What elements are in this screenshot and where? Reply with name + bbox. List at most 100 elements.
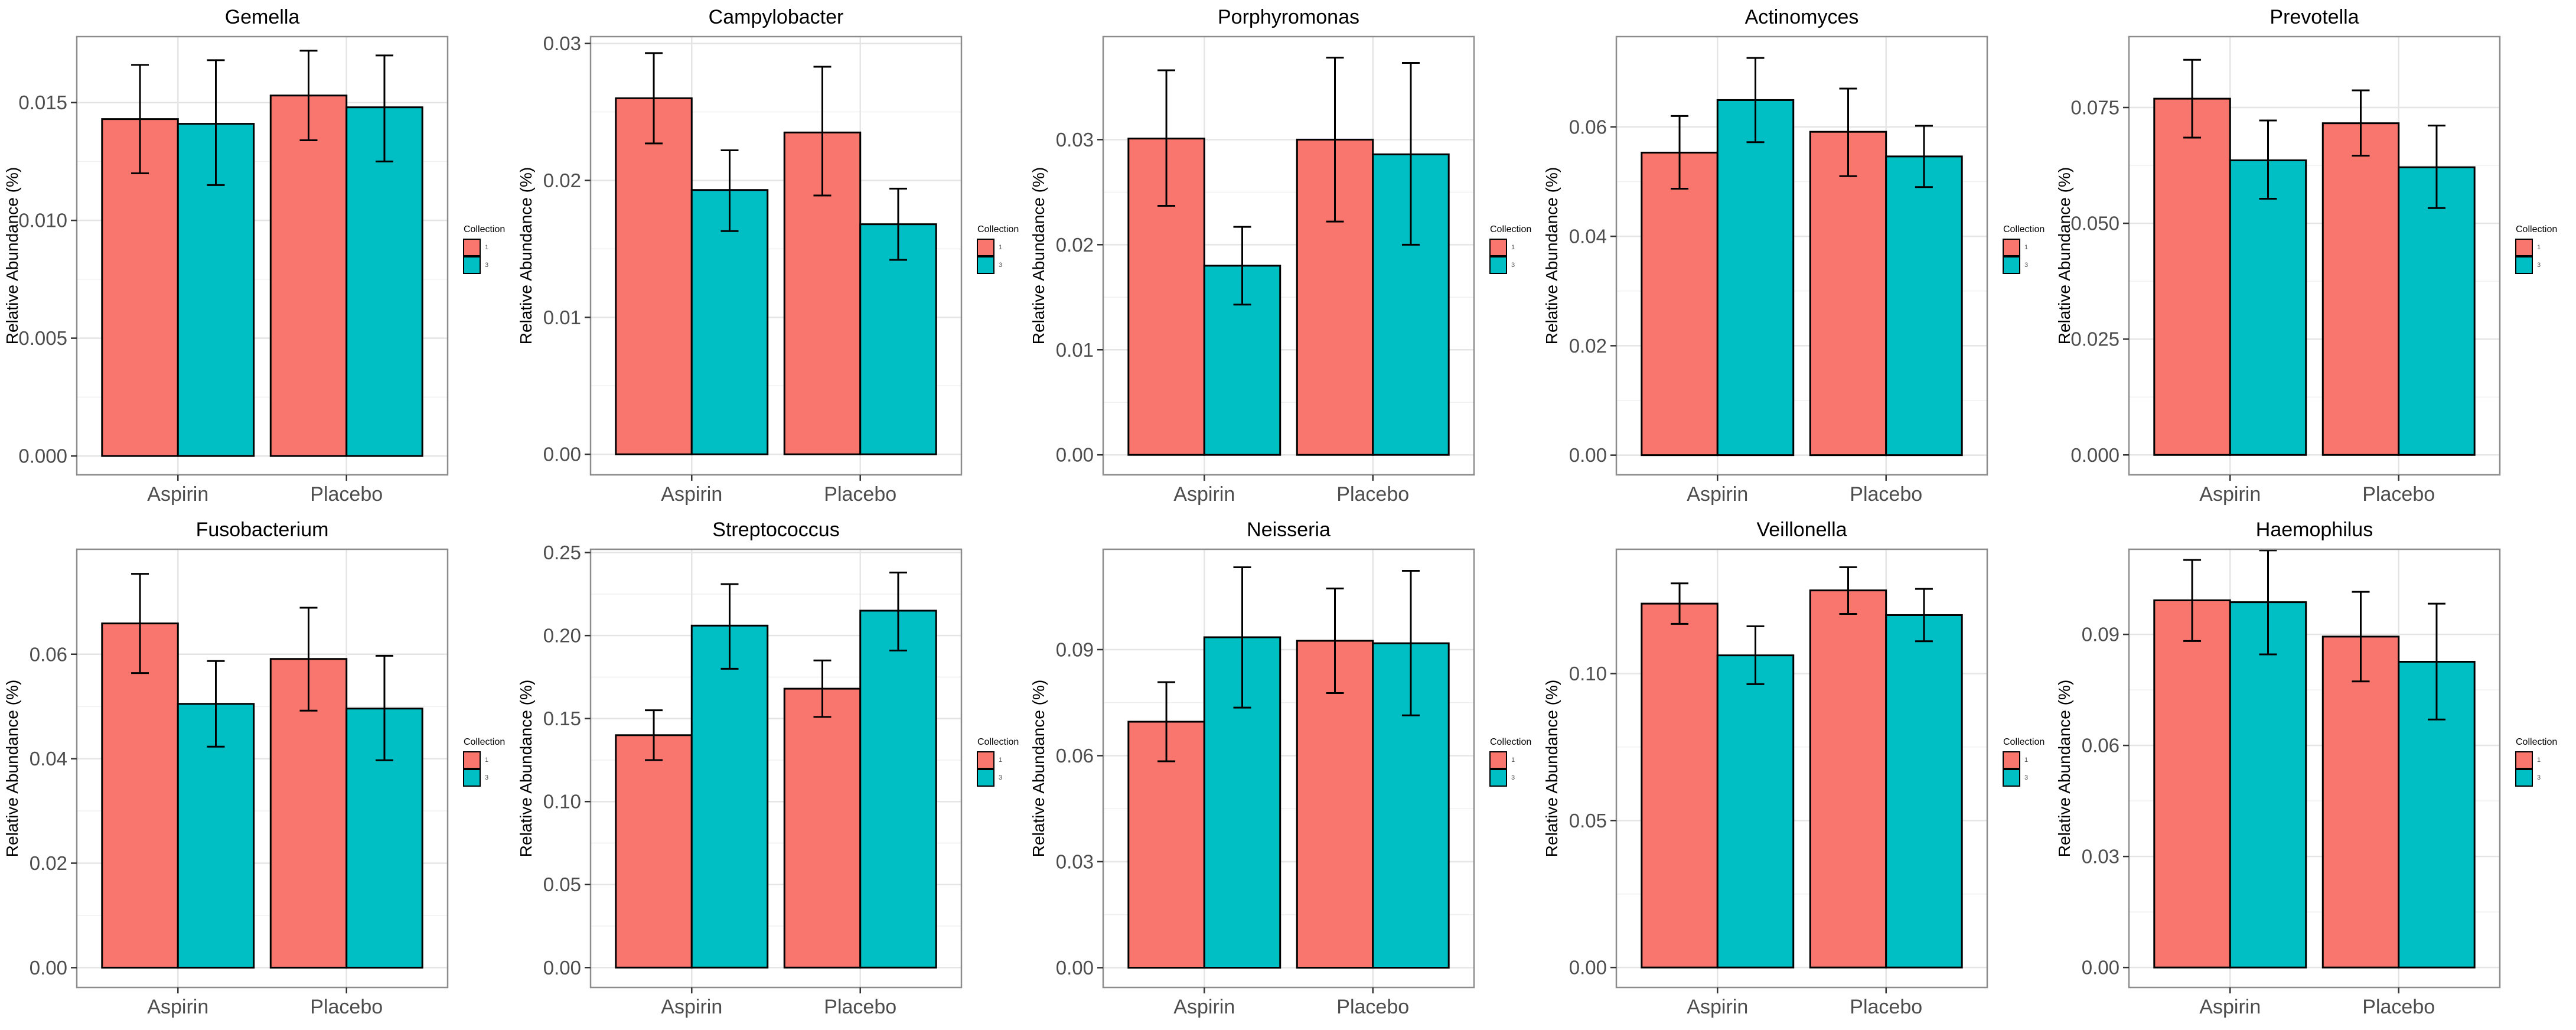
panel-border — [76, 548, 449, 989]
y-axis-label: Relative Abundance (%) — [517, 680, 535, 857]
bar — [859, 223, 937, 455]
y-tick-label: 0.10 — [543, 791, 581, 813]
y-tick-label: 0.05 — [543, 873, 581, 895]
chart-title: Gemella — [225, 6, 300, 28]
x-tick-label: Aspirin — [1173, 483, 1235, 506]
y-axis-label: Relative Abundance (%) — [2055, 167, 2073, 344]
y-tick-label: 0.06 — [30, 643, 67, 665]
bar — [1372, 642, 1450, 969]
legend-title: Collection — [1490, 224, 1531, 234]
y-axis-label: Relative Abundance (%) — [517, 167, 535, 344]
y-tick-label: 0.02 — [1056, 234, 1094, 256]
x-tick-label: Aspirin — [147, 996, 208, 1018]
bar — [690, 624, 769, 969]
y-tick-label: 0.04 — [1569, 226, 1607, 247]
x-tick-label: Aspirin — [147, 483, 208, 506]
legend-label: 3 — [1511, 774, 1515, 781]
legend-label: 3 — [999, 774, 1002, 781]
panel-border — [1102, 35, 1475, 476]
legend-key — [1489, 239, 1507, 256]
bar — [1716, 99, 1795, 457]
y-tick-label: 0.03 — [543, 32, 581, 54]
panel-veillonella: 0.00 0.05 0.10 Aspirin Placebo Veillonella Rel… — [1543, 519, 2045, 1018]
panel-neisseria: 0.00 0.03 0.06 0.09 Aspirin Placebo Neisseria R… — [1029, 519, 1531, 1018]
legend-label: 1 — [999, 757, 1002, 764]
y-tick-label: 0.025 — [2070, 328, 2120, 350]
y-tick-label: 0.03 — [2082, 846, 2120, 868]
bar — [1127, 721, 1205, 969]
panel-border — [76, 35, 449, 476]
legend-label: 3 — [999, 262, 1002, 269]
y-tick-label: 0.02 — [543, 170, 581, 191]
y-tick-label: 0.015 — [18, 92, 67, 113]
x-tick-label: Aspirin — [2199, 996, 2261, 1018]
bar — [177, 703, 255, 969]
panel-border — [1102, 548, 1475, 989]
legend-title: Collection — [977, 224, 1019, 234]
x-tick-label: Placebo — [310, 483, 383, 506]
y-axis-label: Relative Abundance (%) — [1029, 680, 1048, 857]
bar — [615, 97, 693, 455]
y-tick-label: 0.005 — [18, 327, 67, 349]
bar — [2229, 601, 2307, 969]
y-tick-label: 0.06 — [2082, 735, 2120, 757]
chart-title: Neisseria — [1247, 519, 1331, 541]
y-axis-label: Relative Abundance (%) — [1543, 680, 1561, 857]
y-tick-label: 0.03 — [1056, 129, 1094, 151]
legend-key — [1489, 769, 1507, 787]
legend-label: 3 — [485, 262, 488, 269]
y-tick-label: 0.20 — [543, 625, 581, 647]
x-tick-label: Placebo — [1850, 996, 1922, 1018]
legend-key — [2003, 239, 2020, 256]
panel-border — [2128, 35, 2501, 476]
legend-key — [1489, 751, 1507, 769]
legend-key — [2515, 769, 2533, 787]
y-tick-label: 0.02 — [1569, 335, 1607, 357]
y-tick-label: 0.02 — [30, 852, 67, 874]
x-tick-label: Aspirin — [661, 483, 722, 506]
y-tick-label: 0.15 — [543, 708, 581, 729]
x-tick-label: Placebo — [824, 996, 896, 1018]
legend-key — [2515, 239, 2533, 256]
legend-title: Collection — [464, 224, 505, 234]
legend-key — [977, 769, 994, 787]
bar — [1885, 614, 1963, 969]
legend-key — [977, 256, 994, 274]
chart-title: Streptococcus — [712, 519, 839, 541]
legend-key — [463, 256, 481, 274]
bar — [859, 609, 937, 969]
legend-label: 1 — [2024, 244, 2028, 251]
legend-title: Collection — [2516, 224, 2557, 234]
chart-title: Campylobacter — [709, 6, 844, 28]
panel-border — [1615, 35, 1988, 476]
chart-title: Actinomyces — [1745, 6, 1859, 28]
y-tick-label: 0.05 — [1569, 810, 1607, 832]
panel-prevotella: 0.000 0.025 0.050 0.075 Aspirin Placebo Prevot… — [2055, 6, 2557, 506]
bar — [783, 687, 862, 969]
bar — [1716, 654, 1795, 969]
legend-key — [2515, 256, 2533, 274]
y-tick-label: 0.09 — [2082, 624, 2120, 646]
y-tick-label: 0.050 — [2070, 213, 2120, 234]
x-tick-label: Aspirin — [1173, 996, 1235, 1018]
chart-title: Veillonella — [1756, 519, 1847, 541]
legend-label: 1 — [2537, 244, 2541, 251]
y-tick-label: 0.000 — [2070, 444, 2120, 466]
bar — [2321, 122, 2400, 456]
y-tick-label: 0.06 — [1569, 116, 1607, 138]
x-tick-label: Placebo — [1336, 996, 1409, 1018]
panel-porphyromonas: 0.00 0.01 0.02 0.03 Aspirin Placebo Porphyromo… — [1029, 6, 1531, 506]
bar — [1809, 589, 1887, 969]
panel-gemella: 0.000 0.005 0.010 0.015 Aspirin Placebo Gemell… — [3, 6, 505, 506]
y-tick-label: 0.00 — [1056, 957, 1094, 979]
legend-label: 3 — [2537, 774, 2541, 781]
legend-title: Collection — [2516, 737, 2557, 747]
legend-key — [463, 751, 481, 769]
bar — [2398, 166, 2476, 456]
y-axis-label: Relative Abundance (%) — [3, 167, 21, 344]
y-tick-label: 0.00 — [543, 444, 581, 465]
legend-label: 1 — [2024, 757, 2028, 764]
bar — [1809, 131, 1887, 457]
legend-label: 1 — [1511, 244, 1515, 251]
bar — [1641, 151, 1719, 457]
